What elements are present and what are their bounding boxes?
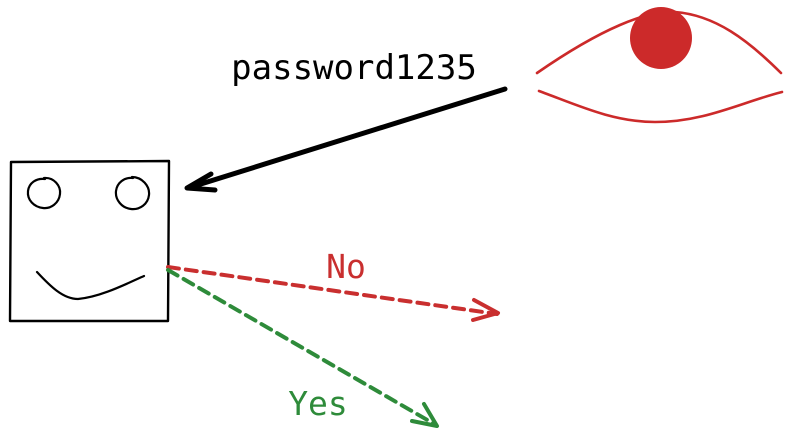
no-label: No bbox=[326, 247, 366, 286]
eye-pupil bbox=[630, 7, 692, 69]
yes-arrow-head bbox=[410, 402, 439, 428]
password-arrow-head bbox=[184, 171, 218, 193]
face-mouth bbox=[35, 270, 146, 301]
face-right-eye bbox=[114, 175, 151, 211]
password-label: password1235 bbox=[231, 48, 477, 88]
no-arrow-head bbox=[471, 298, 500, 322]
eye-lower-lid bbox=[537, 89, 784, 124]
no-arrow bbox=[166, 265, 500, 322]
face-box-outline bbox=[8, 159, 171, 323]
face-box-icon bbox=[8, 159, 171, 323]
yes-arrow bbox=[166, 268, 439, 428]
face-left-eye bbox=[26, 176, 62, 210]
password-arrow-shaft bbox=[185, 86, 508, 191]
no-arrow-shaft bbox=[166, 265, 499, 316]
eye-icon bbox=[535, 7, 784, 124]
yes-label: Yes bbox=[288, 384, 348, 423]
password-arrow bbox=[184, 86, 508, 193]
yes-arrow-shaft bbox=[166, 268, 438, 427]
